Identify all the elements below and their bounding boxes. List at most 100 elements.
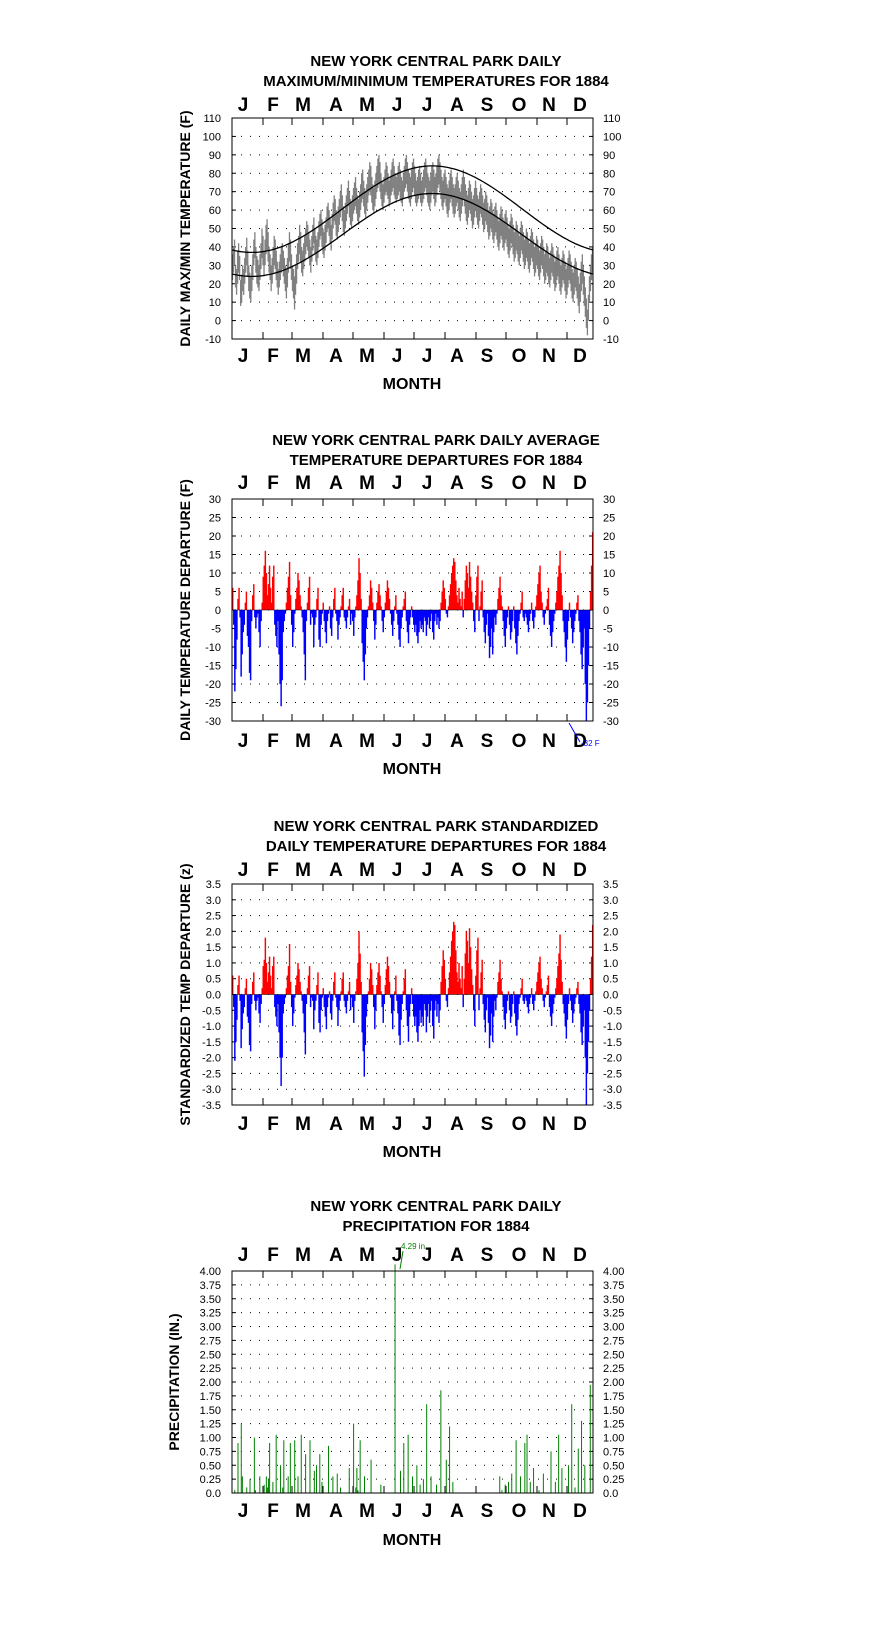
month-label-top: S	[481, 95, 494, 116]
departure-bar-below	[485, 610, 488, 625]
y-tick-label-left: 3.5	[206, 879, 221, 891]
departure-bar-below	[527, 994, 530, 1014]
departure-bar-below	[563, 610, 565, 633]
departure-bar-below	[401, 994, 403, 1004]
departure-bar-above	[244, 988, 247, 995]
departure-bar-below	[280, 994, 282, 1087]
departure-bar-below	[439, 994, 441, 1011]
departure-bar-below	[249, 610, 252, 681]
y-tick-label-left: 1.00	[200, 1433, 221, 1445]
y-tick-label-left: 30	[209, 260, 221, 272]
departure-bar-above	[379, 975, 381, 995]
departure-bar-below	[489, 994, 492, 1036]
x-axis-label: MONTH	[383, 1144, 442, 1161]
departure-bar-below	[534, 610, 536, 618]
y-tick-label-right: 1.0	[603, 958, 618, 970]
departure-bar-below	[543, 610, 545, 625]
departure-bar-above	[262, 576, 264, 610]
departure-bar-below	[423, 994, 426, 1004]
month-label-top: A	[450, 860, 464, 881]
y-tick-label-left: 50	[209, 224, 221, 236]
departure-bar-below	[426, 610, 429, 625]
y-tick-label-right: 10	[603, 297, 615, 309]
departure-bar-above	[500, 978, 502, 995]
departure-bar-above	[561, 595, 563, 610]
departure-bar-above	[520, 988, 522, 995]
departure-bar-below	[234, 994, 236, 1061]
departure-bar-below	[493, 994, 495, 1017]
departure-bar-above	[498, 587, 500, 610]
month-label-bottom: M	[359, 1114, 375, 1135]
departure-bar-below	[573, 610, 575, 633]
departure-bar-above	[378, 962, 380, 995]
departure-bar-above	[403, 978, 406, 995]
departure-bar-below	[478, 610, 480, 622]
departure-bar-below	[293, 610, 295, 633]
departure-bar-above	[370, 587, 373, 610]
departure-bar-below	[585, 610, 588, 721]
departure-bar-below	[364, 994, 367, 1046]
y-tick-label-left: -10	[205, 642, 221, 654]
departure-bar-above	[530, 602, 533, 610]
departure-bar-below	[336, 994, 338, 1008]
departure-bar-below	[405, 610, 408, 622]
departure-bar-below	[393, 610, 395, 622]
month-label-top: O	[512, 1245, 527, 1266]
departure-bar-below	[494, 994, 496, 1001]
month-label-top: S	[481, 473, 494, 494]
departure-bar-below	[239, 994, 241, 1001]
chart-title-line-1: NEW YORK CENTRAL PARK DAILY	[310, 53, 561, 70]
departure-bar-below	[327, 610, 330, 614]
departure-bar-above	[468, 561, 471, 610]
departure-bar-below	[531, 994, 534, 1004]
y-tick-label-right: 15	[603, 550, 615, 562]
departure-bar-below	[422, 994, 424, 1027]
departure-bar-above	[358, 558, 360, 610]
departure-bar-above	[468, 928, 471, 995]
departure-bar-above	[479, 988, 481, 995]
departure-bar-below	[321, 994, 323, 998]
departure-bar-below	[423, 610, 426, 618]
y-tick-label-right: 30	[603, 260, 615, 272]
departure-bar-below	[315, 994, 317, 1001]
y-tick-label-right: -10	[603, 642, 619, 654]
y-tick-label-left: 4.00	[200, 1266, 221, 1278]
departure-bar-below	[574, 994, 576, 1004]
departure-bar-above	[539, 565, 541, 610]
month-label-top: M	[295, 473, 311, 494]
departure-bar-above	[577, 595, 579, 610]
month-label-bottom: M	[295, 346, 311, 367]
departure-bar-above	[263, 959, 266, 995]
y-tick-label-left: -10	[205, 334, 221, 346]
departure-bar-below	[519, 994, 521, 998]
departure-bar-below	[491, 994, 494, 1042]
departure-bar-above	[444, 598, 447, 610]
departure-bar-above	[379, 595, 381, 610]
departure-bar-above	[317, 587, 319, 610]
departure-bar-above	[501, 991, 503, 995]
departure-bar-below	[524, 610, 527, 614]
annotation-max-precip: 4.29 in	[401, 1242, 425, 1251]
departure-bar-below	[554, 610, 556, 614]
departure-bar-above	[541, 988, 543, 995]
departure-bar-below	[428, 610, 431, 629]
departure-bar-above	[268, 956, 271, 995]
month-label-bottom: J	[238, 346, 249, 367]
month-label-top: A	[450, 95, 464, 116]
departure-bar-above	[499, 959, 501, 995]
departure-bar-above	[340, 606, 342, 610]
departure-bar-below	[419, 994, 421, 1011]
departure-bar-below	[249, 994, 252, 1052]
departure-bar-below	[418, 994, 420, 1027]
y-tick-label-left: 3.00	[200, 1322, 221, 1334]
departure-bar-above	[334, 972, 336, 995]
month-label-top: S	[481, 860, 494, 881]
departure-bar-below	[246, 610, 249, 636]
departure-bar-below	[484, 994, 487, 1033]
departure-bar-below	[483, 994, 485, 1020]
y-tick-label-left: -20	[205, 679, 221, 691]
departure-bar-above	[440, 981, 442, 995]
departure-bar-below	[399, 994, 401, 1046]
departure-bar-below	[584, 610, 587, 684]
y-tick-label-right: 2.5	[603, 911, 618, 923]
